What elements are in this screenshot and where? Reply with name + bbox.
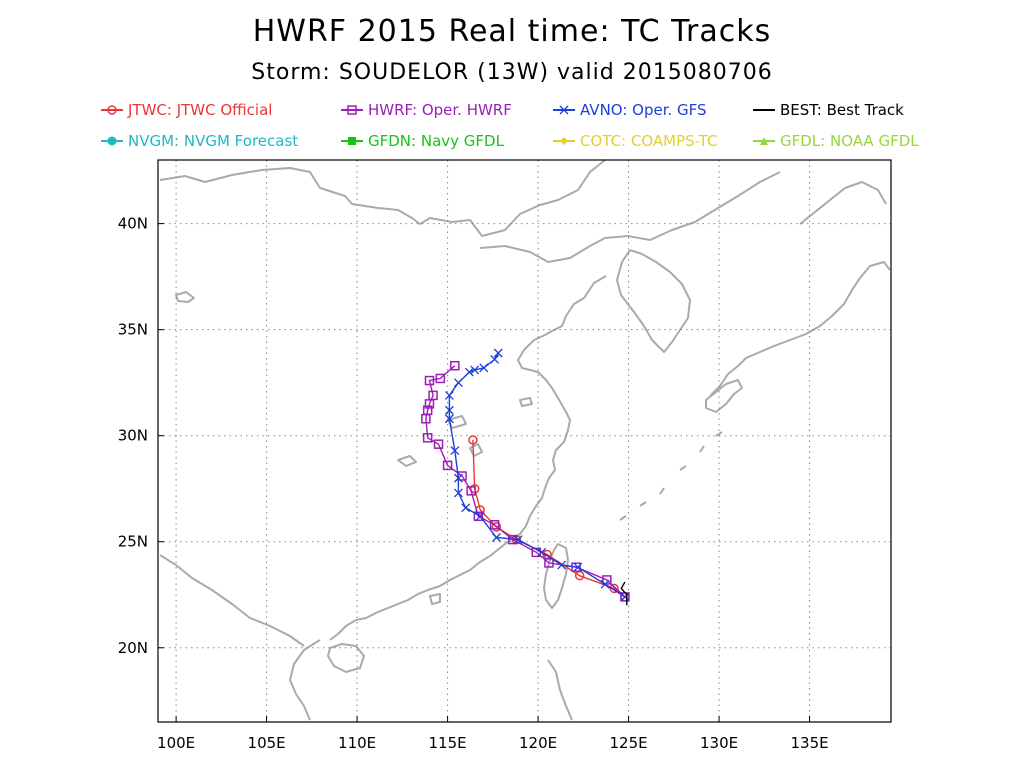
x-tick-label: 120E <box>519 734 557 752</box>
legend-item-best: BEST: Best Track <box>752 100 904 120</box>
legend-swatch <box>553 105 575 115</box>
track-point <box>489 520 500 530</box>
legend-item-jtwc: JTWC: JTWC Official <box>100 100 272 120</box>
legend-swatch <box>341 105 363 115</box>
track-point <box>490 354 500 364</box>
track-point <box>491 533 501 542</box>
track-hwrf <box>421 360 630 602</box>
track-point <box>347 105 357 115</box>
track-point <box>468 435 478 445</box>
legend-swatch <box>753 109 775 111</box>
track-point <box>107 105 117 115</box>
track-point <box>453 378 463 388</box>
x-tick-label: 105E <box>248 734 286 752</box>
track-point <box>453 488 463 498</box>
track-point <box>470 365 480 375</box>
y-tick-label: 20N <box>118 639 148 657</box>
x-tick-label: 125E <box>610 734 648 752</box>
track-point <box>559 105 569 115</box>
x-tick-label: 135E <box>791 734 829 752</box>
track-point <box>464 367 474 377</box>
track-point <box>491 522 502 532</box>
track-point <box>444 414 454 424</box>
track-line <box>448 352 626 598</box>
track-point <box>433 439 444 449</box>
track-point <box>537 547 547 557</box>
track-point <box>435 373 446 384</box>
track-best <box>620 581 628 606</box>
y-tick-label: 30N <box>118 427 148 445</box>
x-tick-label: 130E <box>700 734 738 752</box>
track-point <box>348 137 356 145</box>
legend-swatch <box>341 137 363 145</box>
track-point <box>479 363 489 373</box>
chart-title: HWRF 2015 Real time: TC Tracks <box>252 14 772 49</box>
track-point <box>107 136 117 146</box>
track-point <box>620 592 630 602</box>
track-point <box>444 390 454 400</box>
legend-swatch <box>101 105 123 115</box>
legend-label: GFDN: Navy GFDL <box>368 132 504 150</box>
legend-label: JTWC: JTWC Official <box>128 101 273 119</box>
track-point <box>571 562 581 572</box>
track-point <box>475 511 485 521</box>
track-point <box>453 473 463 483</box>
track-point <box>473 511 484 522</box>
track-point <box>513 535 523 545</box>
y-tick-label: 25N <box>118 533 148 551</box>
track-line <box>425 365 626 598</box>
legend-item-avno: AVNO: Oper. GFS <box>552 100 707 120</box>
track-point <box>544 558 554 568</box>
legend-label: GFDL: NOAA GFDL <box>780 132 919 150</box>
track-point <box>600 579 610 589</box>
tracks <box>421 348 630 606</box>
legend-label: COTC: COAMPS-TC <box>580 132 718 150</box>
y-tick-label: 40N <box>118 215 148 233</box>
track-point <box>450 446 460 456</box>
axis-ticks: 100E 105E 110E 115E 120E 125E 130E 135E 20N 25N 30… <box>118 215 829 752</box>
track-point <box>493 348 503 358</box>
legend-item-gfdl: GFDL: NOAA GFDL <box>752 131 919 151</box>
legend-label: AVNO: Oper. GFS <box>580 101 707 119</box>
track-line <box>620 581 628 606</box>
legend-swatch <box>553 137 575 145</box>
track-point <box>461 503 471 513</box>
track-point <box>557 560 567 570</box>
track-point <box>760 137 768 145</box>
y-tick-label: 35N <box>118 321 148 339</box>
chart-subtitle: Storm: SOUDELOR (13W) valid 2015080706 <box>251 60 773 85</box>
track-point <box>573 562 583 572</box>
legend-swatch <box>101 136 123 146</box>
legend-label: HWRF: Oper. HWRF <box>368 101 512 119</box>
track-point <box>609 583 619 594</box>
track-point <box>428 390 438 401</box>
track-point <box>531 547 542 558</box>
track-point <box>602 575 612 585</box>
track-point <box>442 460 453 471</box>
legend-label: NVGM: NVGM Forecast <box>128 132 299 150</box>
track-point <box>560 137 568 145</box>
track-point <box>450 360 460 371</box>
plot-frame <box>157 159 892 723</box>
x-tick-label: 115E <box>429 734 467 752</box>
track-avno <box>444 348 630 602</box>
track-point <box>424 375 435 386</box>
legend-label: BEST: Best Track <box>780 101 904 119</box>
legend-item-nvgm: NVGM: NVGM Forecast <box>100 131 298 151</box>
legend-item-gfdn: GFDN: Navy GFDL <box>340 131 504 151</box>
legend-swatch <box>753 137 775 145</box>
track-line <box>472 439 626 598</box>
gridlines <box>158 160 891 722</box>
coastlines <box>159 159 891 721</box>
x-tick-label: 110E <box>338 734 376 752</box>
track-point <box>444 405 454 415</box>
track-point <box>466 486 476 496</box>
track-point <box>422 433 433 443</box>
track-point <box>422 405 433 415</box>
legend-item-cotc: COTC: COAMPS-TC <box>552 131 717 151</box>
legend-item-hwrf: HWRF: Oper. HWRF <box>340 100 512 120</box>
x-tick-label: 100E <box>157 734 195 752</box>
